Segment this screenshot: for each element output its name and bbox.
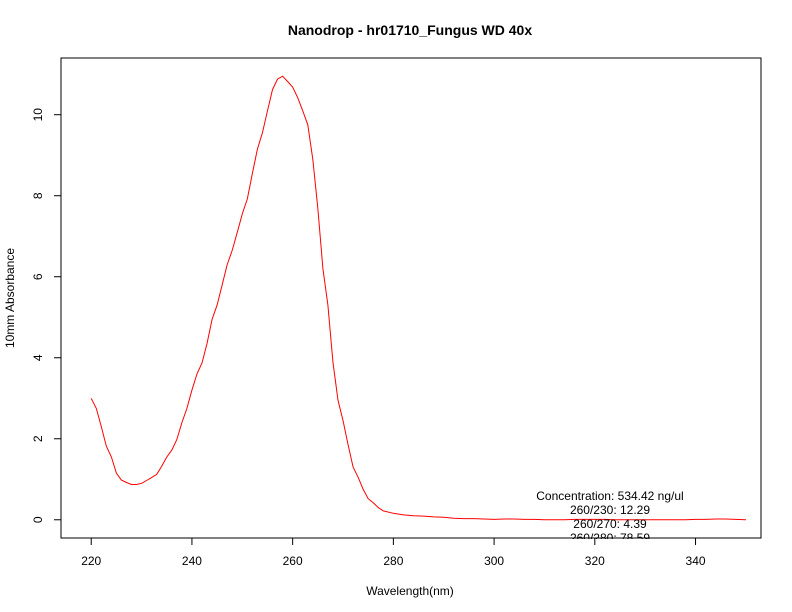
- x-tick-label: 320: [585, 554, 605, 568]
- plot-frame: [60, 57, 762, 539]
- x-tick-label: 240: [182, 554, 202, 568]
- x-axis-label-front: Wavelength(nm): [366, 584, 454, 598]
- plot-clip-mask: [0, 539, 792, 612]
- y-tick-label: 4: [31, 354, 45, 361]
- y-tick-label: 0: [31, 516, 45, 523]
- y-tick-label: 2: [31, 435, 45, 442]
- axes: 220 240 260 280 300 320 340 0 2 4 6 8 10: [31, 108, 706, 568]
- y-tick-label: 8: [31, 192, 45, 199]
- y-axis-label: 10mm Absorbance: [3, 248, 17, 348]
- x-tick-label: 300: [484, 554, 504, 568]
- absorbance-line: [90, 75, 746, 521]
- x-tick-label: 280: [383, 554, 403, 568]
- y-tick-label: 10: [31, 108, 45, 122]
- series-layer: [90, 75, 746, 521]
- chart-title: Nanodrop - hr01710_Fungus WD 40x: [288, 22, 532, 38]
- x-tick-label: 260: [283, 554, 303, 568]
- x-tick-label: 220: [81, 554, 101, 568]
- x-tick-label: 340: [686, 554, 706, 568]
- annotation-ratio-260-270: 260/270: 4.39: [573, 517, 647, 531]
- annotations: Concentration: 534.42 ng/ul 260/230: 12.…: [536, 489, 683, 545]
- annotation-concentration: Concentration: 534.42 ng/ul: [536, 489, 683, 503]
- annotation-ratio-260-230: 260/230: 12.29: [570, 503, 650, 517]
- y-tick-label: 6: [31, 273, 45, 280]
